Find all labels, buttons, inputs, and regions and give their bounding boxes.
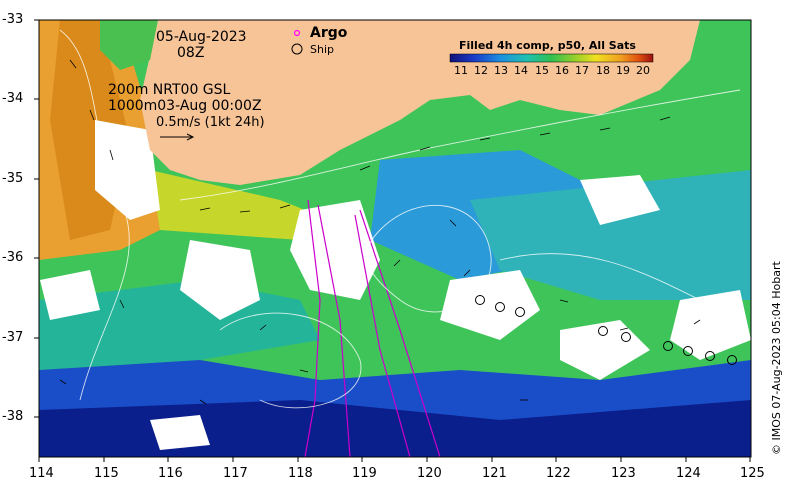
y-tick-label: -35	[2, 171, 24, 186]
sst-field	[39, 20, 751, 457]
copyright-notice: © IMOS 07-Aug-2023 05:04 Hobart	[770, 261, 783, 455]
x-tick-label: 124	[676, 466, 701, 481]
colorbar-tick: 11	[454, 64, 468, 77]
x-tick-label: 125	[740, 466, 765, 481]
x-tick-label: 123	[611, 466, 636, 481]
y-tick-label: -34	[2, 91, 24, 106]
x-tick-label: 122	[546, 466, 571, 481]
y-tick-label: -36	[2, 250, 24, 265]
colorbar-tick: 17	[575, 64, 589, 77]
x-tick-label: 119	[352, 466, 377, 481]
x-tick-label: 117	[223, 466, 248, 481]
colorbar-tick: 15	[535, 64, 549, 77]
map-time: 08Z	[177, 45, 205, 61]
colorbar-ticks: 11 12 13 14 15 16 17 18 19 20	[451, 64, 656, 78]
x-tick-label: 114	[29, 466, 54, 481]
x-tick-label: 115	[94, 466, 119, 481]
colorbar-tick: 20	[636, 64, 650, 77]
y-tick-label: -33	[2, 12, 24, 27]
colorbar	[449, 53, 654, 63]
info-line-1: 200m NRT00 GSL	[108, 82, 231, 98]
colorbar-tick: 13	[494, 64, 508, 77]
colorbar-tick: 16	[555, 64, 569, 77]
axis-ticks	[34, 19, 751, 462]
argo-legend-label: Argo	[310, 25, 348, 41]
argo-symbol-icon	[293, 29, 301, 37]
colorbar-title: Filled 4h comp, p50, All Sats	[459, 39, 636, 52]
info-line-2: 1000m03-Aug 00:00Z	[108, 98, 262, 114]
x-tick-label: 116	[158, 466, 183, 481]
info-line-3: 0.5m/s (1kt 24h)	[156, 115, 265, 130]
x-tick-label: 118	[288, 466, 313, 481]
x-tick-label: 120	[417, 466, 442, 481]
ship-markers	[475, 295, 737, 365]
map-date: 05-Aug-2023	[156, 29, 247, 45]
colorbar-tick: 18	[596, 64, 610, 77]
colorbar-tick: 12	[474, 64, 488, 77]
ship-symbol-icon	[291, 43, 303, 55]
colorbar-tick: 14	[514, 64, 528, 77]
x-tick-label: 121	[482, 466, 507, 481]
colorbar-tick: 19	[616, 64, 630, 77]
y-tick-label: -37	[2, 330, 24, 345]
ship-legend-label: Ship	[310, 43, 334, 56]
y-tick-label: -38	[2, 409, 24, 424]
